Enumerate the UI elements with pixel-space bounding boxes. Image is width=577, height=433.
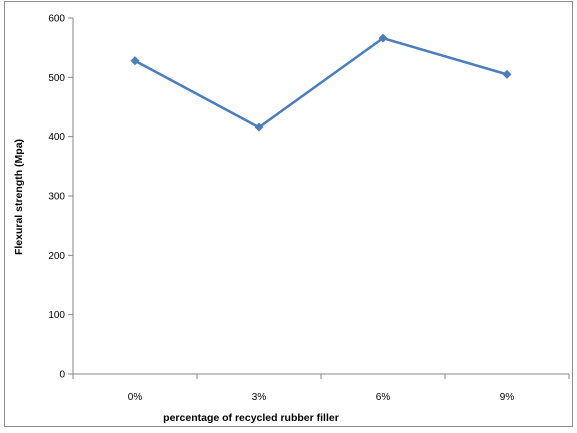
x-tick-label: 0%: [128, 392, 143, 403]
y-axis-title: Flexural strength (Mpa): [13, 139, 25, 255]
y-tick-label: 0: [59, 370, 65, 381]
y-tick-label: 100: [48, 310, 65, 321]
x-tick-label: 9%: [500, 392, 515, 403]
x-tick-label: 3%: [252, 392, 267, 403]
y-tick-label: 500: [48, 73, 65, 84]
series-line: [135, 38, 507, 127]
y-tick-label: 600: [48, 14, 65, 25]
x-axis: 0% 3% 6% 9%: [73, 374, 569, 403]
x-axis-title: percentage of recycled rubber filler: [163, 412, 339, 424]
x-tick-label: 6%: [376, 392, 391, 403]
line-chart: 0 100 200 300 400 500 600 0% 3% 6% 9% percentage …: [5, 2, 574, 428]
y-tick-label: 400: [48, 132, 65, 143]
chart-frame: 0 100 200 300 400 500 600 0% 3% 6% 9% percentage …: [4, 1, 573, 427]
y-tick-label: 300: [48, 192, 65, 203]
y-tick-label: 200: [48, 251, 65, 262]
series-layer: [131, 34, 512, 132]
data-point-marker: [131, 56, 140, 65]
y-axis: 0 100 200 300 400 500 600: [48, 14, 73, 381]
data-point-marker: [503, 70, 512, 79]
